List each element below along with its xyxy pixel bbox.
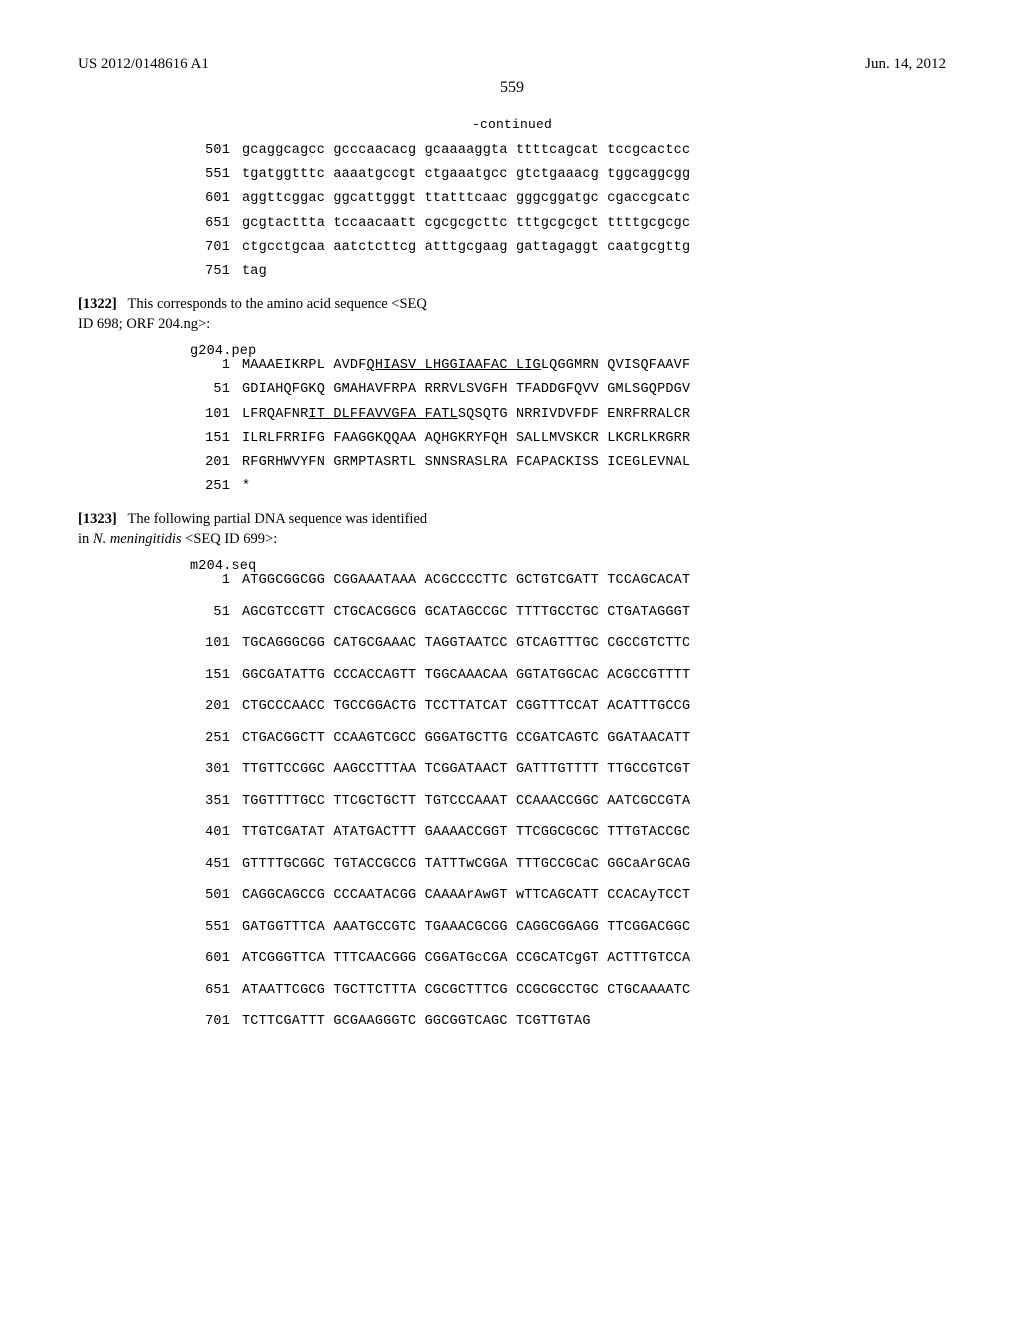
para-text: The following partial DNA sequence was i… [128, 511, 428, 527]
seq-row: 401TTGTCGATAT ATATGACTTT GAAAACCGGT TTCG… [190, 826, 946, 840]
page-number: 559 [78, 79, 946, 97]
seq-label: m204.seq [190, 559, 946, 574]
header-row: US 2012/0148616 A1 Jun. 14, 2012 [78, 56, 946, 73]
seq-row: 101LFRQAFNRIT DLFFAVVGFA FATLSQSQTG NRRI… [190, 408, 946, 422]
seq-row: 351TGGTTTTGCC TTCGCTGCTT TGTCCCAAAT CCAA… [190, 795, 946, 809]
para-text-cont: in N. meningitidis <SEQ ID 699>: [78, 531, 277, 547]
seq-row: 651gcgtacttta tccaacaatt cgcgcgcttc tttg… [190, 217, 946, 231]
seq-row: 1ATGGCGGCGG CGGAAATAAA ACGCCCCTTC GCTGTC… [190, 574, 946, 588]
seq-row: 201CTGCCCAACC TGCCGGACTG TCCTTATCAT CGGT… [190, 700, 946, 714]
seq-row: 701ctgcctgcaa aatctcttcg atttgcgaag gatt… [190, 241, 946, 255]
para-text: This corresponds to the amino acid seque… [128, 296, 427, 312]
pep-label: g204.pep [190, 344, 946, 359]
seq-row: 451GTTTTGCGGC TGTACCGCCG TATTTwCGGA TTTG… [190, 858, 946, 872]
paragraph-1322: [1322] This corresponds to the amino aci… [78, 295, 518, 334]
para-bracket: [1322] [78, 296, 117, 312]
para-bracket: [1323] [78, 511, 117, 527]
paragraph-1323: [1323] The following partial DNA sequenc… [78, 510, 518, 549]
seq-row: 551tgatggtttc aaaatgccgt ctgaaatgcc gtct… [190, 168, 946, 182]
seq-row: 701TCTTCGATTT GCGAAGGGTC GGCGGTCAGC TCGT… [190, 1015, 946, 1029]
para-text-cont: ID 698; ORF 204.ng>: [78, 316, 210, 332]
seq-row: 51GDIAHQFGKQ GMAHAVFRPA RRRVLSVGFH TFADD… [190, 383, 946, 397]
seq-row: 1MAAAEIKRPL AVDFQHIASV LHGGIAAFAC LIGLQG… [190, 359, 946, 373]
publication-date: Jun. 14, 2012 [865, 56, 946, 73]
seq-row: 751tag [190, 265, 946, 279]
seq-row: 551GATGGTTTCA AAATGCCGTC TGAAACGCGG CAGG… [190, 921, 946, 935]
seq-row: 151ILRLFRRIFG FAAGGKQQAA AQHGKRYFQH SALL… [190, 432, 946, 446]
sequence-block-2: 1MAAAEIKRPL AVDFQHIASV LHGGIAAFAC LIGLQG… [190, 359, 946, 494]
seq-row: 501gcaggcagcc gcccaacacg gcaaaaggta tttt… [190, 144, 946, 158]
sequence-block-3: 1ATGGCGGCGG CGGAAATAAA ACGCCCCTTC GCTGTC… [190, 574, 946, 1029]
page: US 2012/0148616 A1 Jun. 14, 2012 559 -co… [0, 0, 1024, 1320]
seq-row: 601aggttcggac ggcattgggt ttatttcaac gggc… [190, 192, 946, 206]
publication-number: US 2012/0148616 A1 [78, 56, 209, 73]
seq-row: 51AGCGTCCGTT CTGCACGGCG GCATAGCCGC TTTTG… [190, 606, 946, 620]
seq-row: 201RFGRHWVYFN GRMPTASRTL SNNSRASLRA FCAP… [190, 456, 946, 470]
seq-row: 251* [190, 480, 946, 494]
seq-row: 501CAGGCAGCCG CCCAATACGG CAAAArAwGT wTTC… [190, 889, 946, 903]
seq-row: 601ATCGGGTTCA TTTCAACGGG CGGATGcCGA CCGC… [190, 952, 946, 966]
sequence-block-1: 501gcaggcagcc gcccaacacg gcaaaaggta tttt… [190, 144, 946, 279]
continued-label: -continued [78, 117, 946, 132]
seq-row: 251CTGACGGCTT CCAAGTCGCC GGGATGCTTG CCGA… [190, 732, 946, 746]
seq-row: 301TTGTTCCGGC AAGCCTTTAA TCGGATAACT GATT… [190, 763, 946, 777]
seq-row: 651ATAATTCGCG TGCTTCTTTA CGCGCTTTCG CCGC… [190, 984, 946, 998]
seq-row: 151GGCGATATTG CCCACCAGTT TGGCAAACAA GGTA… [190, 669, 946, 683]
seq-row: 101TGCAGGGCGG CATGCGAAAC TAGGTAATCC GTCA… [190, 637, 946, 651]
